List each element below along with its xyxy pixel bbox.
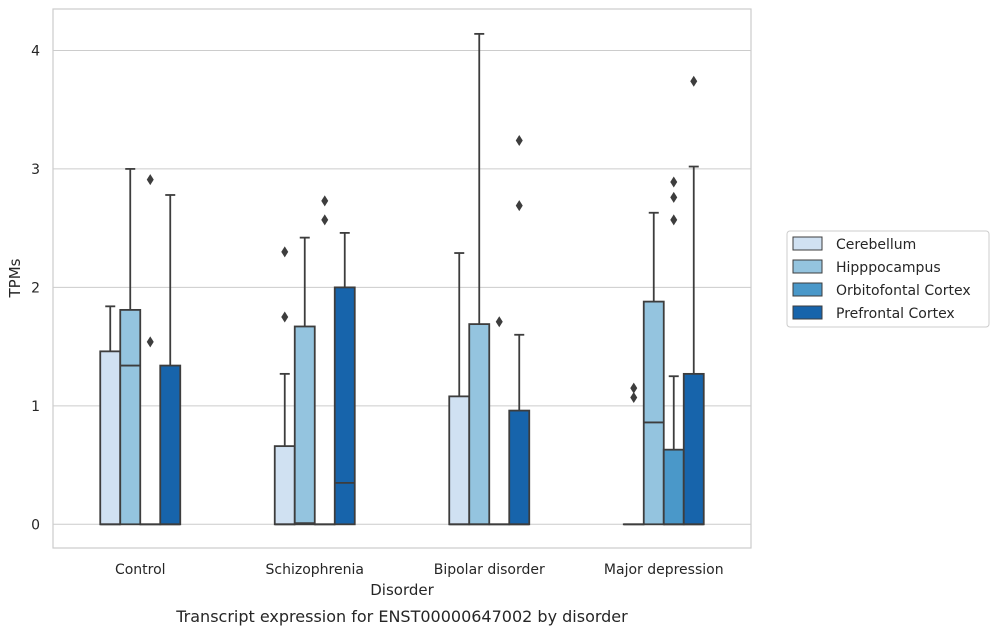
legend-swatch (792, 236, 823, 251)
legend-swatch (792, 259, 823, 274)
y-tick-label: 0 (31, 517, 40, 533)
outlier-point (321, 214, 329, 226)
box-3-0 (159, 194, 182, 526)
box-iqr (682, 372, 705, 526)
outlier-point (630, 382, 638, 394)
legend-label: Cerebellum (836, 237, 916, 253)
y-tick-label: 2 (31, 280, 40, 296)
x-tick-label: Control (115, 562, 166, 578)
box-iqr (662, 448, 685, 526)
legend-frame (786, 230, 990, 328)
box-1-2 (468, 32, 491, 526)
outlier-point (281, 246, 289, 258)
x-axis-label: Disorder (370, 581, 434, 599)
box-1-1 (293, 236, 316, 526)
box-iqr (333, 286, 356, 526)
box-iqr (99, 350, 122, 526)
boxes (99, 32, 705, 526)
outlier-point (321, 195, 329, 207)
box-iqr (642, 300, 665, 526)
y-tick-label: 4 (31, 43, 40, 59)
legend-swatch (792, 305, 823, 320)
outlier-point (630, 392, 638, 404)
legend: Cerebellum Hipppocampus Orbitofontal Corte… (786, 230, 990, 328)
y-tick-labels: 0 1 2 3 4 (31, 43, 40, 533)
legend-swatch (792, 282, 823, 297)
outlier-point (670, 214, 678, 226)
outlier-point (670, 176, 678, 188)
y-tick-label: 1 (31, 399, 40, 415)
y-tick-label: 3 (31, 162, 40, 178)
box-iqr (293, 325, 316, 526)
box-3-1 (333, 231, 356, 526)
outlier-point (690, 75, 698, 87)
box-2-3 (662, 176, 685, 526)
outlier-point (281, 311, 289, 323)
box-iqr (468, 323, 491, 526)
box-1-0 (119, 168, 142, 526)
legend-label: Prefrontal Cortex (836, 306, 955, 322)
box-3-2 (508, 134, 531, 526)
legend-label: Orbitofontal Cortex (836, 283, 971, 299)
box-0-2 (448, 252, 471, 526)
box-0-0 (99, 305, 122, 526)
box-iqr (508, 409, 531, 526)
outlier-point (670, 191, 678, 203)
x-tick-label: Major depression (604, 562, 724, 578)
plot-frame (52, 8, 752, 549)
outlier-point (146, 336, 154, 348)
box-iqr (119, 308, 142, 526)
x-tick-label: Bipolar disorder (434, 562, 545, 578)
x-tick-labels: Control Schizophrenia Bipolar disorder Majo… (115, 562, 724, 578)
outlier-point (146, 174, 154, 186)
outlier-point (495, 316, 503, 328)
box-iqr (159, 364, 182, 526)
box-3-3 (682, 75, 705, 526)
box-iqr (273, 445, 296, 526)
box-1-3 (642, 211, 665, 526)
outlier-point (515, 134, 523, 146)
legend-label: Hipppocampus (836, 260, 941, 276)
chart-caption: Transcript expression for ENST0000064700… (175, 607, 628, 626)
y-axis-label: TPMs (6, 258, 24, 298)
x-tick-label: Schizophrenia (266, 562, 364, 578)
outlier-point (515, 200, 523, 212)
box-iqr (448, 395, 471, 526)
